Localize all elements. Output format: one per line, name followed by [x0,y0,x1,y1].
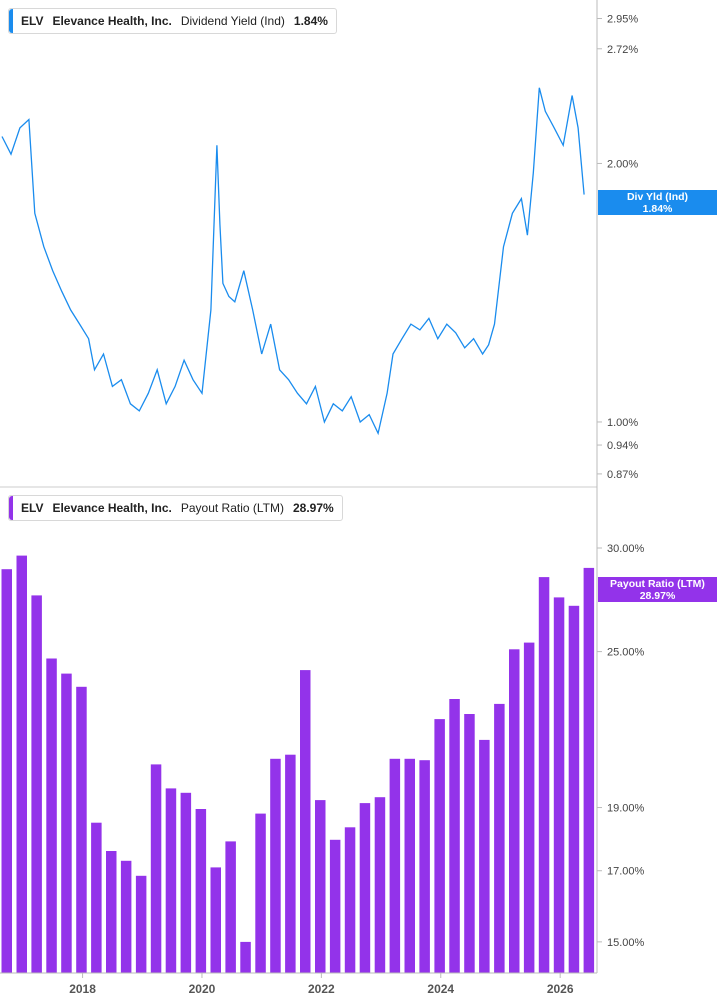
payout-ratio-bar [120,860,132,973]
payout-legend-ticker: ELV [21,501,44,515]
payout-ratio-bar [479,739,490,973]
payout-ratio-bar [135,875,147,973]
x-tick-label: 2020 [189,982,216,996]
x-tick-label: 2018 [69,982,96,996]
payout-current-value-tag: Payout Ratio (LTM) 28.97% [598,577,717,602]
payout-ratio-bar [91,822,102,973]
payout-y-tick-label: 25.00% [607,647,645,659]
payout-ratio-bar [255,813,266,973]
yield-current-value-tag: Div Yld (Ind) 1.84% [598,190,717,215]
payout-ratio-bar [315,800,326,973]
payout-ratio-bar [150,764,162,973]
payout-ratio-bar [270,758,281,973]
payout-ratio-bar [538,577,550,973]
payout-ratio-bar [374,797,386,973]
payout-ratio-bar [583,567,595,973]
payout-ratio-bar [300,670,311,973]
payout-ratio-bar [165,788,177,973]
yield-y-tick-label: 2.72% [607,44,638,56]
yield-tag-label: Div Yld (Ind) [626,191,689,203]
payout-legend-badge: ELV Elevance Health, Inc. Payout Ratio (… [8,495,343,521]
payout-ratio-bar [389,758,401,973]
payout-ratio-bar [61,673,72,973]
payout-ratio-bar [449,699,460,973]
yield-y-tick-label: 1.00% [607,417,638,429]
payout-legend-company: Elevance Health, Inc. [52,501,172,515]
payout-ratio-bar [359,803,371,973]
payout-legend-swatch [9,496,13,520]
payout-ratio-bar [180,792,192,973]
payout-ratio-bar [31,595,42,973]
payout-ratio-bar [285,754,296,973]
yield-tag-value: 1.84% [642,203,673,215]
payout-ratio-bar [106,851,117,973]
payout-ratio-bar [1,569,12,973]
yield-legend-company: Elevance Health, Inc. [52,14,172,28]
yield-legend-value: 1.84% [293,14,328,28]
payout-y-tick-label: 17.00% [607,866,645,878]
payout-legend-value: 28.97% [293,501,334,515]
payout-ratio-bar [419,760,430,973]
payout-legend-metric: Payout Ratio (LTM) [180,501,284,515]
payout-tag-label: Payout Ratio (LTM) [610,578,705,590]
payout-ratio-bars-group [1,555,595,973]
payout-ratio-bar [210,867,221,973]
payout-ratio-bar [344,827,356,973]
payout-ratio-bar [523,642,535,973]
payout-ratio-bar [404,758,415,973]
yield-legend-metric: Dividend Yield (Ind) [180,14,285,28]
payout-ratio-bar [464,714,475,973]
payout-ratio-bar [16,555,27,973]
payout-ratio-bar [225,841,236,973]
payout-ratio-bar [553,597,565,973]
payout-ratio-bar [76,686,87,973]
x-tick-label: 2026 [547,982,574,996]
payout-ratio-bar [494,703,505,973]
dividend-yield-line [1,87,585,436]
yield-y-tick-label: 2.95% [607,13,638,25]
yield-y-tick-label: 0.87% [607,469,638,481]
axes-group: 2.95% 2.72% 2.00% 1.00% 0.94% 0.87% 30.00% 25.0… [0,0,645,996]
yield-legend-ticker: ELV [21,14,44,28]
x-tick-label: 2024 [427,982,454,996]
payout-tag-value: 28.97% [639,590,676,602]
yield-legend-swatch [9,9,13,33]
payout-y-tick-label: 30.00% [607,543,645,555]
payout-y-tick-label: 19.00% [607,803,645,815]
payout-y-tick-label: 15.00% [607,937,645,949]
x-tick-label: 2022 [308,982,335,996]
payout-ratio-bar [434,719,445,973]
yield-y-tick-label: 0.94% [607,440,638,452]
payout-ratio-bar [509,649,520,973]
dividend-yield-line-group [1,87,585,436]
yield-legend-badge: ELV Elevance Health, Inc. Dividend Yield… [8,8,337,34]
payout-ratio-bar [46,658,57,973]
payout-ratio-bar [329,839,341,973]
payout-ratio-bar [240,941,251,973]
payout-ratio-bar [195,809,207,973]
payout-ratio-bar [568,605,580,973]
yield-y-tick-label: 2.00% [607,158,638,170]
